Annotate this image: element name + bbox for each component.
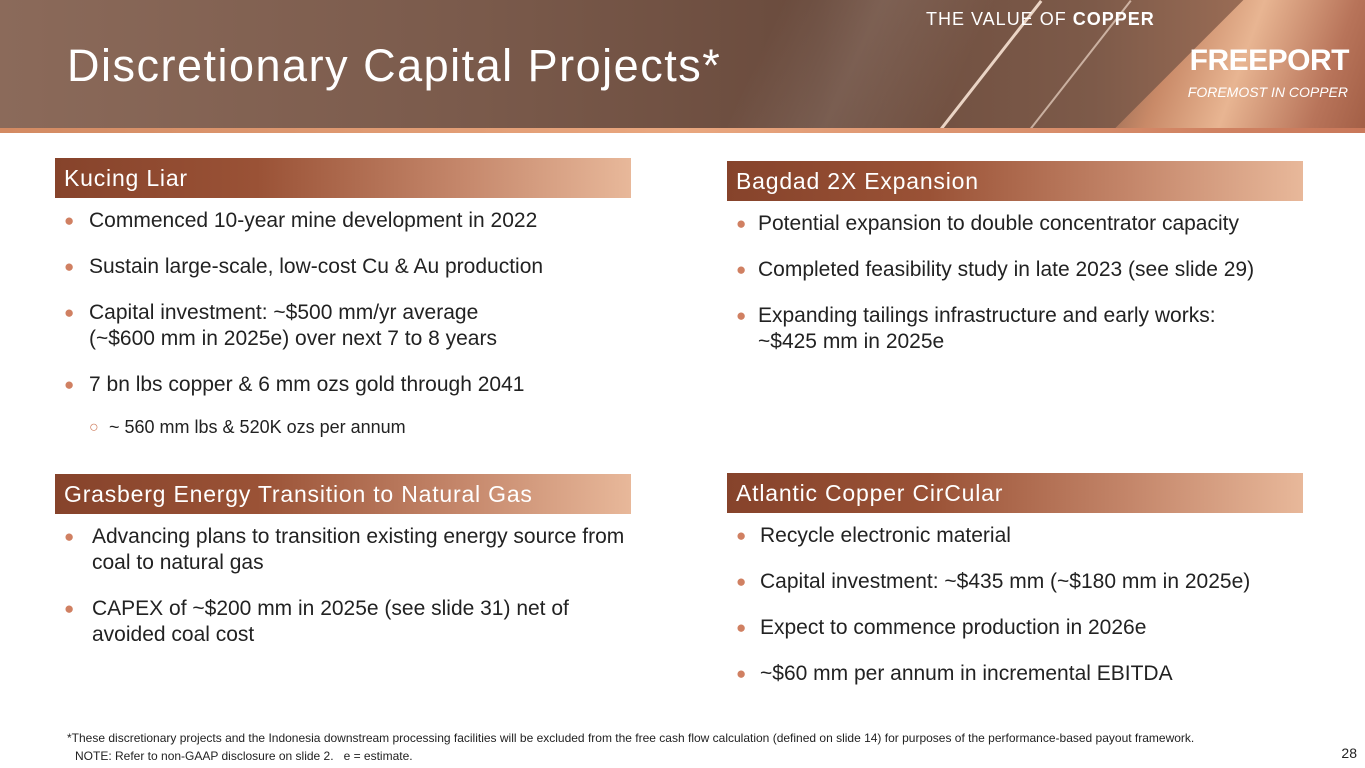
bullet-icon: ● <box>736 526 747 545</box>
bullet-icon: ● <box>736 214 747 233</box>
banner-underline <box>0 128 1365 133</box>
page-number: 28 <box>1341 745 1357 761</box>
tagline: THE VALUE OF COPPER <box>926 9 1155 30</box>
list-item: ● CAPEX of ~$200 mm in 2025e (see slide 3… <box>64 597 569 646</box>
section-grasberg-energy: Grasberg Energy Transition to Natural Ga… <box>55 474 631 668</box>
list-item: ● Capital investment: ~$435 mm (~$180 mm … <box>736 570 1251 593</box>
section-header: Grasberg Energy Transition to Natural Ga… <box>55 474 631 514</box>
list-item: ● ~$60 mm per annum in incremental EBITDA <box>736 662 1173 685</box>
section-kucing-liar: Kucing Liar ● Commenced 10-year mine deve… <box>55 158 631 460</box>
bullet-icon: ● <box>64 599 75 618</box>
tagline-prefix: THE VALUE OF <box>926 9 1073 29</box>
section-header: Kucing Liar <box>55 158 631 198</box>
bullet-icon: ● <box>736 572 747 591</box>
bullet-icon: ● <box>64 303 75 322</box>
list-item: ● 7 bn lbs copper & 6 mm ozs gold through… <box>64 373 525 396</box>
tagline-emphasis: COPPER <box>1072 9 1155 29</box>
sub-list-item: ○ ~ 560 mm lbs & 520K ozs per annum <box>55 414 631 440</box>
section-header: Atlantic Copper CirCular <box>727 473 1303 513</box>
list-item: ● Expect to commence production in 2026e <box>736 616 1147 639</box>
bullet-icon: ● <box>736 306 747 325</box>
list-item: ● Potential expansion to double concentra… <box>736 212 1239 235</box>
list-item: ● Capital investment: ~$500 mm/yr average… <box>64 301 497 350</box>
bullet-list: ● Advancing plans to transition existing … <box>55 524 631 648</box>
section-bagdad-expansion: Bagdad 2X Expansion ● Potential expansion… <box>727 161 1303 375</box>
page-title: Discretionary Capital Projects* <box>67 40 722 91</box>
bullet-icon: ● <box>736 664 747 683</box>
list-item: ● Completed feasibility study in late 202… <box>736 258 1255 281</box>
hollow-bullet-icon: ○ <box>89 419 99 436</box>
list-item: ● Expanding tailings infrastructure and e… <box>736 304 1216 353</box>
section-header: Bagdad 2X Expansion <box>727 161 1303 201</box>
bullet-list: ● Potential expansion to double concentra… <box>727 211 1303 355</box>
bullet-list: ● Commenced 10-year mine development in 2… <box>55 208 631 440</box>
footnote: *These discretionary projects and the In… <box>67 731 1195 745</box>
section-atlantic-copper: Atlantic Copper CirCular ● Recycle electr… <box>727 473 1303 707</box>
brand-logo: FREEPORT <box>1189 44 1350 77</box>
bullet-icon: ● <box>64 527 75 546</box>
list-item: ● Commenced 10-year mine development in 2… <box>64 209 538 232</box>
bullet-list: ● Recycle electronic material ● Capital in… <box>727 523 1303 687</box>
disclosure-note: NOTE: Refer to non-GAAP disclosure on sl… <box>75 749 413 763</box>
bullet-icon: ● <box>64 211 75 230</box>
list-item: ● Recycle electronic material <box>736 524 1011 547</box>
list-item: ● Advancing plans to transition existing … <box>64 525 625 574</box>
header-banner <box>0 0 1365 128</box>
bullet-icon: ● <box>736 260 747 279</box>
bullet-icon: ● <box>64 375 75 394</box>
bullet-icon: ● <box>64 257 75 276</box>
brand-subtitle: FOREMOST IN COPPER <box>1187 84 1348 100</box>
list-item: ● Sustain large-scale, low-cost Cu & Au p… <box>64 255 544 278</box>
bullet-icon: ● <box>736 618 747 637</box>
